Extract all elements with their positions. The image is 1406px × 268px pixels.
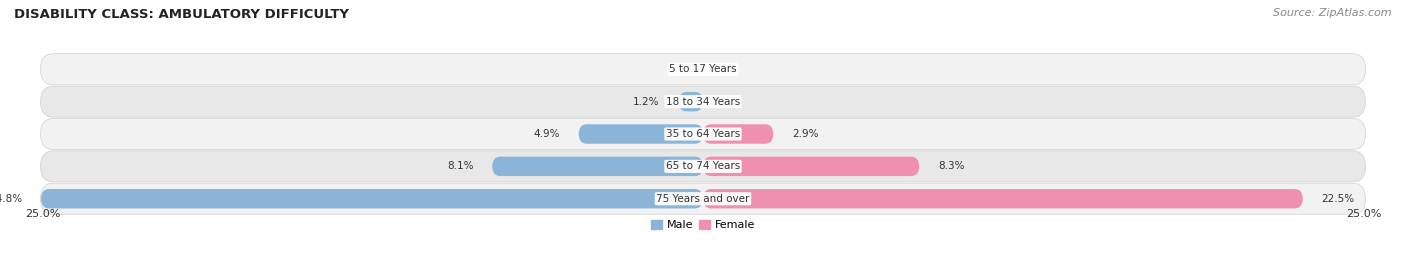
Text: 0.0%: 0.0% — [711, 64, 737, 74]
Text: 0.0%: 0.0% — [711, 97, 737, 107]
Text: 0.0%: 0.0% — [669, 64, 695, 74]
Text: DISABILITY CLASS: AMBULATORY DIFFICULTY: DISABILITY CLASS: AMBULATORY DIFFICULTY — [14, 8, 349, 21]
FancyBboxPatch shape — [41, 189, 703, 209]
Text: 22.5%: 22.5% — [1322, 194, 1355, 204]
FancyBboxPatch shape — [41, 54, 1365, 85]
FancyBboxPatch shape — [703, 124, 773, 144]
Text: Source: ZipAtlas.com: Source: ZipAtlas.com — [1274, 8, 1392, 18]
FancyBboxPatch shape — [579, 124, 703, 144]
FancyBboxPatch shape — [492, 157, 703, 176]
FancyBboxPatch shape — [703, 157, 920, 176]
Text: 25.0%: 25.0% — [1346, 209, 1381, 219]
Text: 4.9%: 4.9% — [533, 129, 560, 139]
FancyBboxPatch shape — [41, 183, 1365, 214]
Text: 8.1%: 8.1% — [447, 161, 474, 171]
Text: 25.0%: 25.0% — [25, 209, 60, 219]
FancyBboxPatch shape — [703, 189, 1303, 209]
Text: 8.3%: 8.3% — [938, 161, 965, 171]
Text: 75 Years and over: 75 Years and over — [657, 194, 749, 204]
Text: 1.2%: 1.2% — [633, 97, 659, 107]
FancyBboxPatch shape — [41, 86, 1365, 117]
Text: 2.9%: 2.9% — [792, 129, 818, 139]
Text: 18 to 34 Years: 18 to 34 Years — [666, 97, 740, 107]
FancyBboxPatch shape — [41, 118, 1365, 150]
Text: 5 to 17 Years: 5 to 17 Years — [669, 64, 737, 74]
Legend: Male, Female: Male, Female — [647, 216, 759, 235]
FancyBboxPatch shape — [41, 151, 1365, 182]
Text: 65 to 74 Years: 65 to 74 Years — [666, 161, 740, 171]
FancyBboxPatch shape — [679, 92, 703, 111]
Text: 35 to 64 Years: 35 to 64 Years — [666, 129, 740, 139]
Text: 24.8%: 24.8% — [0, 194, 22, 204]
